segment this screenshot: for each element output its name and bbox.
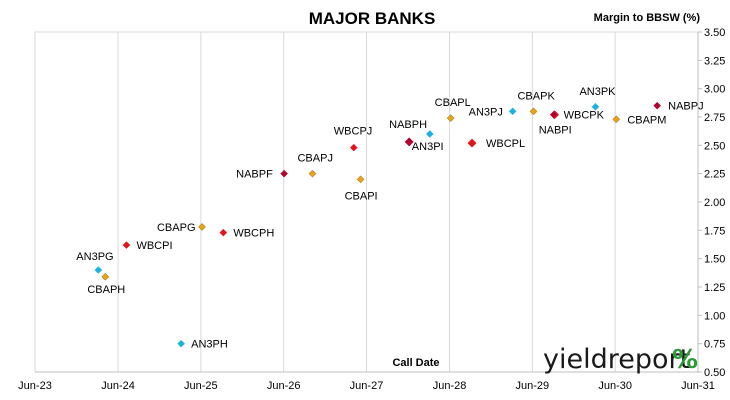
point-label-wbcph: WBCPH [233,228,274,240]
point-marker-wbcpj [349,143,358,152]
y-tick-label: 1.25 [704,282,725,294]
point-label-an3pi: AN3PI [412,141,444,153]
point-label-wbcpk: WBCPK [564,110,605,122]
point-marker-wbcph [219,228,228,237]
x-axis: Jun-23 Jun-24 Jun-25 Jun-26 Jun-27 Jun-28 Jun-… [18,371,715,392]
point-marker-cbapj [308,169,317,178]
data-points: AN3PG CBAPH WBCPI CBAPG AN3PH WBCPH NABPF CBAPJ… [76,86,703,351]
point-label-wbcpi: WBCPI [136,240,172,252]
y-tick-label: 2.00 [704,197,725,209]
point-marker-an3ph [177,339,185,348]
point-marker-an3pg [94,266,103,274]
point-label-cbaph: CBAPH [87,284,125,296]
point-marker-nabpj [653,101,662,110]
point-label-an3pk: AN3PK [579,86,616,98]
x-tick-label: Jun-23 [18,380,52,392]
x-tick-label: Jun-28 [433,380,467,392]
point-marker-nabpf [280,169,288,178]
point-marker-nabpi [549,110,558,119]
point-marker-wbcpi [122,241,131,249]
point-marker-nabph [404,137,414,147]
point-label-wbcpj: WBCPJ [334,126,373,138]
point-marker-an3pi [425,130,434,138]
x-tick-label: Jun-24 [101,380,135,392]
x-tick-label: Jun-30 [598,380,632,392]
y-tick-label: 0.75 [704,339,725,351]
x-tick-label: Jun-25 [184,380,218,392]
y-tick-label: 0.50 [704,367,725,379]
y-tick-label: 3.25 [704,55,725,67]
logo-percent-symbol: % [672,345,698,375]
point-marker-cbapm [612,115,621,124]
point-label-cbapm: CBAPM [627,114,666,126]
point-marker-cbapi [356,175,365,184]
x-tick-label: Jun-27 [350,380,384,392]
point-label-cbapl: CBAPL [435,97,471,109]
point-label-cbapk: CBAPK [517,90,555,102]
point-marker-cbapl [446,114,455,122]
y-tick-label: 1.00 [704,310,725,322]
y-axis-title: Margin to BBSW (%) [594,12,701,24]
chart-title: MAJOR BANKS [309,9,436,28]
y-tick-label: 1.50 [704,254,725,266]
x-axis-title: Call Date [392,357,439,369]
yieldreport-logo: yieldreport % [543,344,698,375]
point-label-an3pg: AN3PG [76,251,113,263]
point-label-cbapj: CBAPJ [297,153,332,165]
point-label-an3pj: AN3PJ [469,106,503,118]
point-marker-cbaph [101,272,110,281]
x-tick-label: Jun-31 [681,380,715,392]
point-marker-wbcpl [467,138,477,148]
point-label-wbcpl: WBCPL [486,138,525,150]
point-marker-cbapg [198,223,206,231]
y-tick-label: 3.50 [704,27,725,39]
y-tick-label: 2.75 [704,112,725,124]
x-tick-label: Jun-26 [267,380,301,392]
logo-wordmark: yieldreport [543,344,690,375]
point-label-nabpf: NABPF [236,169,273,181]
point-label-an3ph: AN3PH [191,339,228,351]
point-marker-an3pj [508,107,517,116]
point-label-cbapg: CBAPG [157,222,196,234]
point-label-nabpj: NABPJ [668,101,703,113]
point-label-nabpi: NABPI [539,125,572,137]
y-axis: 0.50 0.75 1.00 1.25 1.50 1.75 2.00 2.25 2.50 2.75… [697,27,725,379]
x-tick-label: Jun-29 [516,380,550,392]
y-tick-label: 2.50 [704,140,725,152]
point-marker-an3pk [591,102,600,111]
point-marker-cbapk [529,107,538,116]
y-tick-label: 2.25 [704,169,725,181]
y-tick-label: 1.75 [704,225,725,237]
point-label-nabph: NABPH [389,119,427,131]
y-tick-label: 3.00 [704,84,725,96]
point-label-cbapi: CBAPI [345,190,378,202]
